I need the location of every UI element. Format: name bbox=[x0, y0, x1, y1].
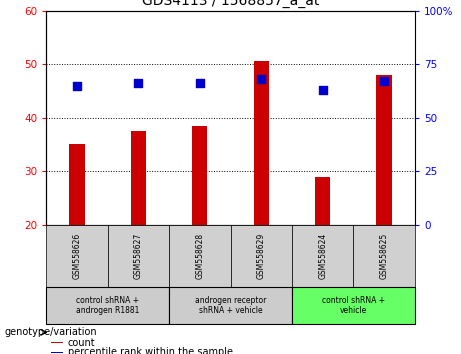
Point bbox=[196, 81, 203, 86]
Bar bbox=[46, 225, 107, 287]
Point bbox=[135, 81, 142, 86]
Text: count: count bbox=[68, 338, 95, 348]
Bar bbox=[292, 225, 354, 287]
Text: GSM558627: GSM558627 bbox=[134, 233, 143, 279]
Text: genotype/variation: genotype/variation bbox=[5, 327, 97, 337]
Bar bbox=[315, 177, 331, 225]
Bar bbox=[230, 225, 292, 287]
Bar bbox=[51, 352, 63, 353]
Bar bbox=[192, 126, 207, 225]
Text: GSM558626: GSM558626 bbox=[72, 233, 81, 279]
Title: GDS4113 / 1568857_a_at: GDS4113 / 1568857_a_at bbox=[142, 0, 319, 8]
Text: androgen receptor
shRNA + vehicle: androgen receptor shRNA + vehicle bbox=[195, 296, 266, 315]
Bar bbox=[169, 287, 292, 324]
Bar bbox=[377, 75, 392, 225]
Bar bbox=[69, 144, 84, 225]
Bar bbox=[354, 225, 415, 287]
Text: percentile rank within the sample: percentile rank within the sample bbox=[68, 348, 233, 354]
Bar bbox=[51, 342, 63, 343]
Point bbox=[73, 83, 81, 88]
Text: GSM558624: GSM558624 bbox=[318, 233, 327, 279]
Text: GSM558628: GSM558628 bbox=[195, 233, 204, 279]
Bar bbox=[254, 62, 269, 225]
Point bbox=[319, 87, 326, 93]
Point bbox=[380, 79, 388, 84]
Text: control shRNA +
vehicle: control shRNA + vehicle bbox=[322, 296, 385, 315]
Text: control shRNA +
androgen R1881: control shRNA + androgen R1881 bbox=[76, 296, 139, 315]
Point bbox=[258, 76, 265, 82]
Bar bbox=[130, 131, 146, 225]
Bar bbox=[292, 287, 415, 324]
Bar bbox=[46, 287, 169, 324]
Bar bbox=[169, 225, 230, 287]
Text: GSM558629: GSM558629 bbox=[257, 233, 266, 279]
Bar bbox=[107, 225, 169, 287]
Text: GSM558625: GSM558625 bbox=[380, 233, 389, 279]
